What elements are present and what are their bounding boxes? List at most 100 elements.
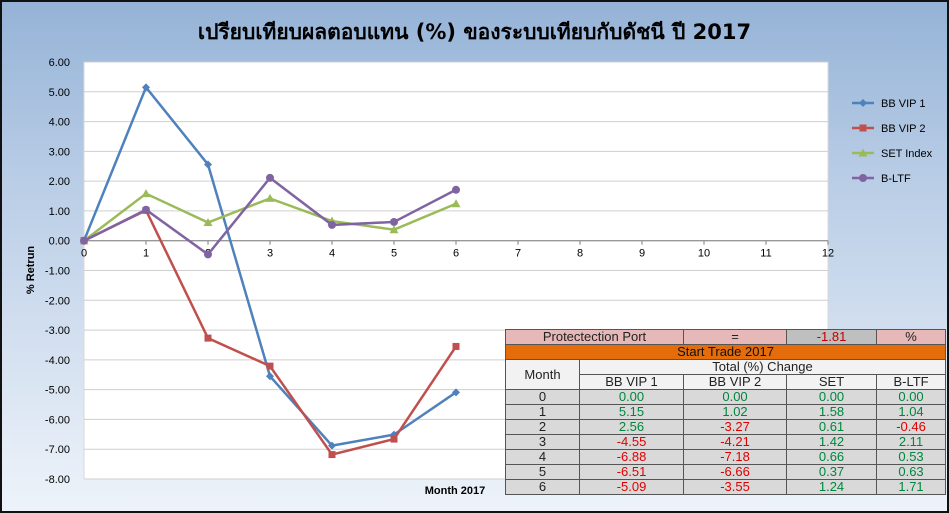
value-cell: 1.04 [876, 404, 947, 420]
value-cell: 0.00 [876, 389, 947, 405]
month-cell: 0 [505, 389, 580, 405]
month-cell: 5 [505, 464, 580, 480]
y-tick-label: 1.00 [49, 206, 70, 218]
y-tick-label: 3.00 [49, 146, 70, 158]
data-point [452, 185, 460, 194]
y-axis-title: % Retrun [25, 246, 37, 295]
table-row: 3 -4.55 -4.21 1.42 2.11 [505, 434, 947, 450]
table-row: 5 -6.51 -6.66 0.37 0.63 [505, 464, 947, 480]
series-bb-vip-1 [80, 83, 460, 450]
table-row: 1 5.15 1.02 1.58 1.04 [505, 404, 947, 420]
legend-label: BB VIP 2 [881, 123, 925, 135]
y-tick-label: -8.00 [45, 474, 70, 486]
table-row: 0 0.00 0.00 0.00 0.00 [505, 389, 947, 405]
value-cell: -6.88 [578, 449, 685, 465]
protect-eq: = [683, 329, 788, 345]
value-cell: -7.18 [683, 449, 788, 465]
value-cell: -4.55 [578, 434, 685, 450]
value-cell: -6.66 [683, 464, 788, 480]
y-tick-label: 0.00 [49, 236, 70, 248]
value-cell: 0.00 [786, 389, 878, 405]
data-point [451, 199, 461, 208]
value-cell: -6.51 [578, 464, 685, 480]
value-cell: 1.71 [876, 479, 947, 495]
month-cell: 6 [505, 479, 580, 495]
y-tick-label: 6.00 [49, 57, 70, 69]
start-trade-row: Start Trade 2017 [504, 344, 947, 360]
data-point [390, 435, 398, 443]
month-cell: 4 [505, 449, 580, 465]
data-point [204, 250, 212, 259]
month-cell: 3 [505, 434, 580, 450]
data-point [141, 189, 151, 198]
y-tick-label: -6.00 [45, 414, 70, 426]
data-point [203, 218, 213, 227]
data-point [266, 362, 274, 370]
column-header: BB VIP 2 [683, 374, 788, 390]
value-cell: 5.15 [578, 404, 685, 420]
x-tick-label: 1 [143, 248, 149, 260]
value-cell: 0.37 [786, 464, 878, 480]
value-cell: 1.24 [786, 479, 878, 495]
x-tick-label: 9 [639, 248, 645, 260]
value-cell: 0.00 [578, 389, 685, 405]
y-tick-label: -7.00 [45, 444, 70, 456]
legend-marker [859, 99, 867, 107]
legend-marker [859, 124, 867, 132]
chart-title: เปรียบเทียบผลตอบแทน (%) ของระบบเทียบกับด… [197, 20, 752, 44]
value-cell: 1.58 [786, 404, 878, 420]
value-cell: 1.42 [786, 434, 878, 450]
month-header: Month [505, 359, 580, 390]
value-cell: 0.61 [786, 419, 878, 435]
protect-label: Protectection Port [504, 329, 685, 345]
x-tick-label: 11 [760, 248, 771, 260]
x-tick-label: 0 [81, 248, 87, 260]
legend-marker [858, 148, 868, 157]
table-row: 4 -6.88 -7.18 0.66 0.53 [505, 449, 947, 465]
legend-label: SET Index [881, 148, 933, 160]
column-header: SET [786, 374, 878, 390]
data-point [142, 205, 150, 214]
x-tick-label: 5 [391, 248, 397, 260]
value-cell: 0.66 [786, 449, 878, 465]
data-point [452, 388, 460, 397]
legend-marker [859, 174, 867, 182]
y-tick-label: -1.00 [45, 266, 70, 278]
data-point [80, 236, 88, 245]
value-cell: 2.11 [876, 434, 947, 450]
data-point [452, 342, 460, 350]
table-row: 6 -5.09 -3.55 1.24 1.71 [505, 479, 947, 495]
y-tick-label: 5.00 [49, 87, 70, 99]
legend-label: B-LTF [881, 173, 911, 185]
y-tick-label: 2.00 [49, 176, 70, 188]
value-cell: -3.27 [683, 419, 788, 435]
x-axis-title: Month 2017 [425, 485, 486, 497]
data-point [204, 160, 212, 169]
value-cell: -4.21 [683, 434, 788, 450]
data-point [328, 441, 336, 450]
data-point [390, 217, 398, 226]
series-b-ltf [80, 173, 460, 259]
x-tick-label: 6 [453, 248, 459, 260]
y-tick-label: -4.00 [45, 355, 70, 367]
value-cell: -3.55 [683, 479, 788, 495]
x-tick-label: 8 [577, 248, 583, 260]
value-cell: -5.09 [578, 479, 685, 495]
data-point [328, 451, 336, 459]
value-cell: 0.53 [876, 449, 947, 465]
column-header: BB VIP 1 [578, 374, 685, 390]
table-row: 2 2.56 -3.27 0.61 -0.46 [505, 419, 947, 435]
total-change-header: Total (%) Change [578, 359, 947, 375]
month-cell: 2 [505, 419, 580, 435]
data-point [389, 225, 399, 234]
data-point [266, 372, 274, 381]
y-tick-label: -2.00 [45, 295, 70, 307]
x-tick-label: 7 [515, 248, 521, 260]
data-point [142, 83, 150, 92]
column-header: B-LTF [876, 374, 947, 390]
data-point [328, 220, 336, 229]
value-cell: 0.63 [876, 464, 947, 480]
x-tick-label: 12 [822, 248, 834, 260]
x-tick-label: 10 [698, 248, 710, 260]
